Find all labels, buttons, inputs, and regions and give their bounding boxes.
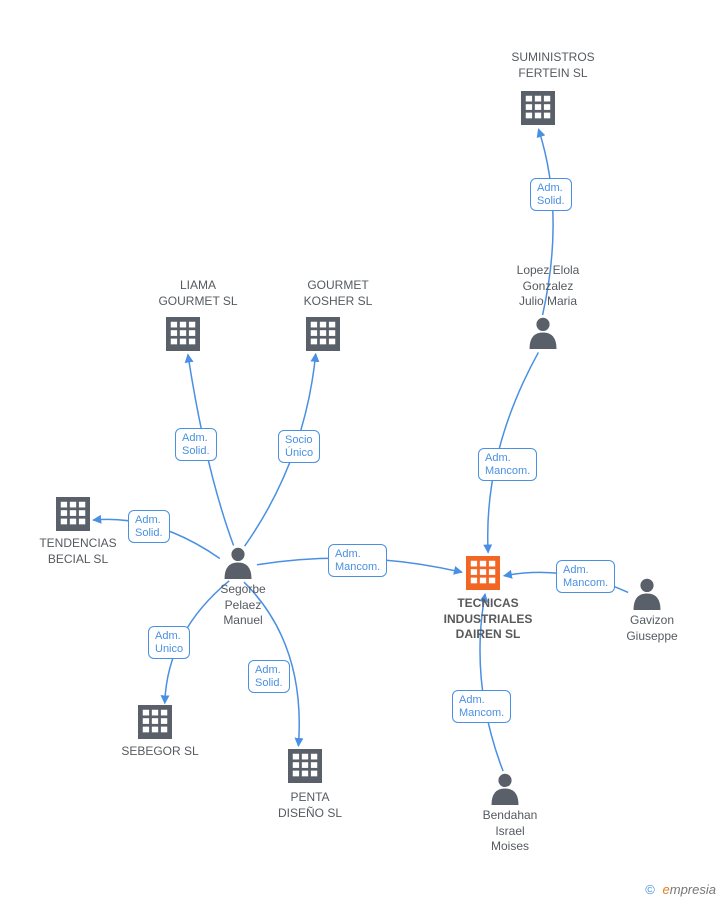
node-label-penta: PENTA DISEÑO SL <box>255 790 365 821</box>
edge-label: Adm. Solid. <box>128 510 170 543</box>
person-icon[interactable] <box>634 579 661 610</box>
node-label-lopez: Lopez Elola Gonzalez Julio Maria <box>493 263 603 310</box>
node-label-tecnicas: TECNICAS INDUSTRIALES DAIREN SL <box>433 596 543 643</box>
person-icon[interactable] <box>492 774 519 805</box>
node-label-bendahan: Bendahan Israel Moises <box>455 808 565 855</box>
building-icon[interactable] <box>466 556 500 590</box>
node-label-suministros: SUMINISTROS FERTEIN SL <box>498 50 608 81</box>
footer-brand-text: mpresia <box>670 882 716 897</box>
node-label-gavizon: Gavizon Giuseppe <box>597 613 707 644</box>
person-icon[interactable] <box>225 548 252 579</box>
building-icon[interactable] <box>288 749 322 783</box>
node-label-tendencias: TENDENCIAS BECIAL SL <box>23 536 133 567</box>
copyright-symbol: © <box>645 882 655 897</box>
building-icon[interactable] <box>521 91 555 125</box>
edge-label: Adm. Mancom. <box>478 448 537 481</box>
node-label-segorbe: Segorbe Pelaez Manuel <box>188 582 298 629</box>
edge-label: Adm. Solid. <box>530 178 572 211</box>
building-icon[interactable] <box>166 317 200 351</box>
node-label-gourmet: GOURMET KOSHER SL <box>283 278 393 309</box>
edge-label: Adm. Unico <box>148 626 190 659</box>
footer-accent-letter: e <box>663 882 670 897</box>
edge-label: Adm. Solid. <box>248 660 290 693</box>
person-icon[interactable] <box>530 318 557 349</box>
edge-label: Adm. Solid. <box>175 428 217 461</box>
node-label-liama: LIAMA GOURMET SL <box>143 278 253 309</box>
edge-label: Adm. Mancom. <box>556 560 615 593</box>
building-icon[interactable] <box>56 497 90 531</box>
footer-credit: © empresia <box>645 882 716 897</box>
edge-label: Socio Único <box>278 430 320 463</box>
edge-label: Adm. Mancom. <box>452 690 511 723</box>
building-icon[interactable] <box>306 317 340 351</box>
node-label-sebegor: SEBEGOR SL <box>105 744 215 760</box>
edge-label: Adm. Mancom. <box>328 544 387 577</box>
building-icon[interactable] <box>138 705 172 739</box>
diagram-canvas <box>0 0 728 905</box>
